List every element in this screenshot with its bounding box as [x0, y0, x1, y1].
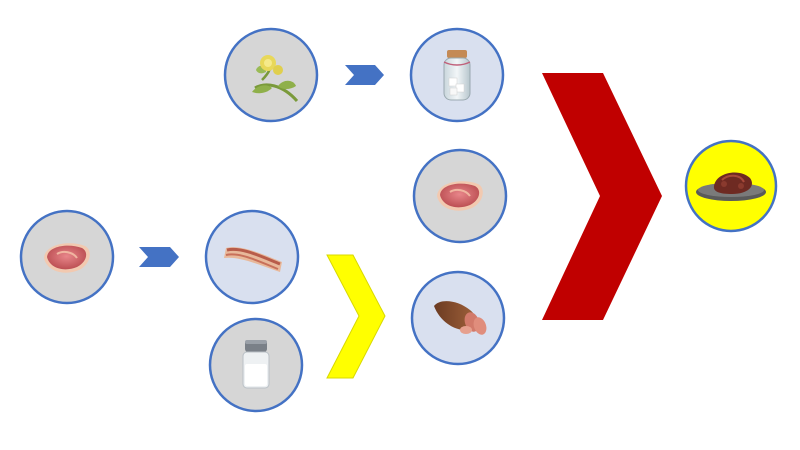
red-chevron-arrow: [542, 73, 662, 320]
sugar-jar-icon: [443, 50, 471, 101]
node-bacon: [204, 209, 300, 305]
cured-ham-icon: [434, 301, 487, 335]
roast-meat-plate-icon: [696, 172, 766, 201]
flowering-plant-icon: [252, 55, 299, 103]
yellow-chevron-arrow: [326, 254, 386, 379]
node-result: [684, 139, 778, 233]
arrow-meat-to-bacon: [139, 247, 179, 267]
salt-shaker-icon: [242, 340, 270, 389]
node-plant: [223, 27, 319, 123]
node-sugar-jar: [409, 27, 505, 123]
node-raw-meat-1: [19, 209, 115, 305]
bacon-strip-icon: [224, 247, 282, 272]
node-ham: [410, 270, 506, 366]
arrow-plant-to-jar: [345, 65, 384, 85]
raw-steak-icon: [44, 243, 90, 273]
node-salt: [208, 317, 304, 413]
raw-steak-icon: [437, 181, 483, 211]
node-raw-meat-2: [412, 148, 508, 244]
